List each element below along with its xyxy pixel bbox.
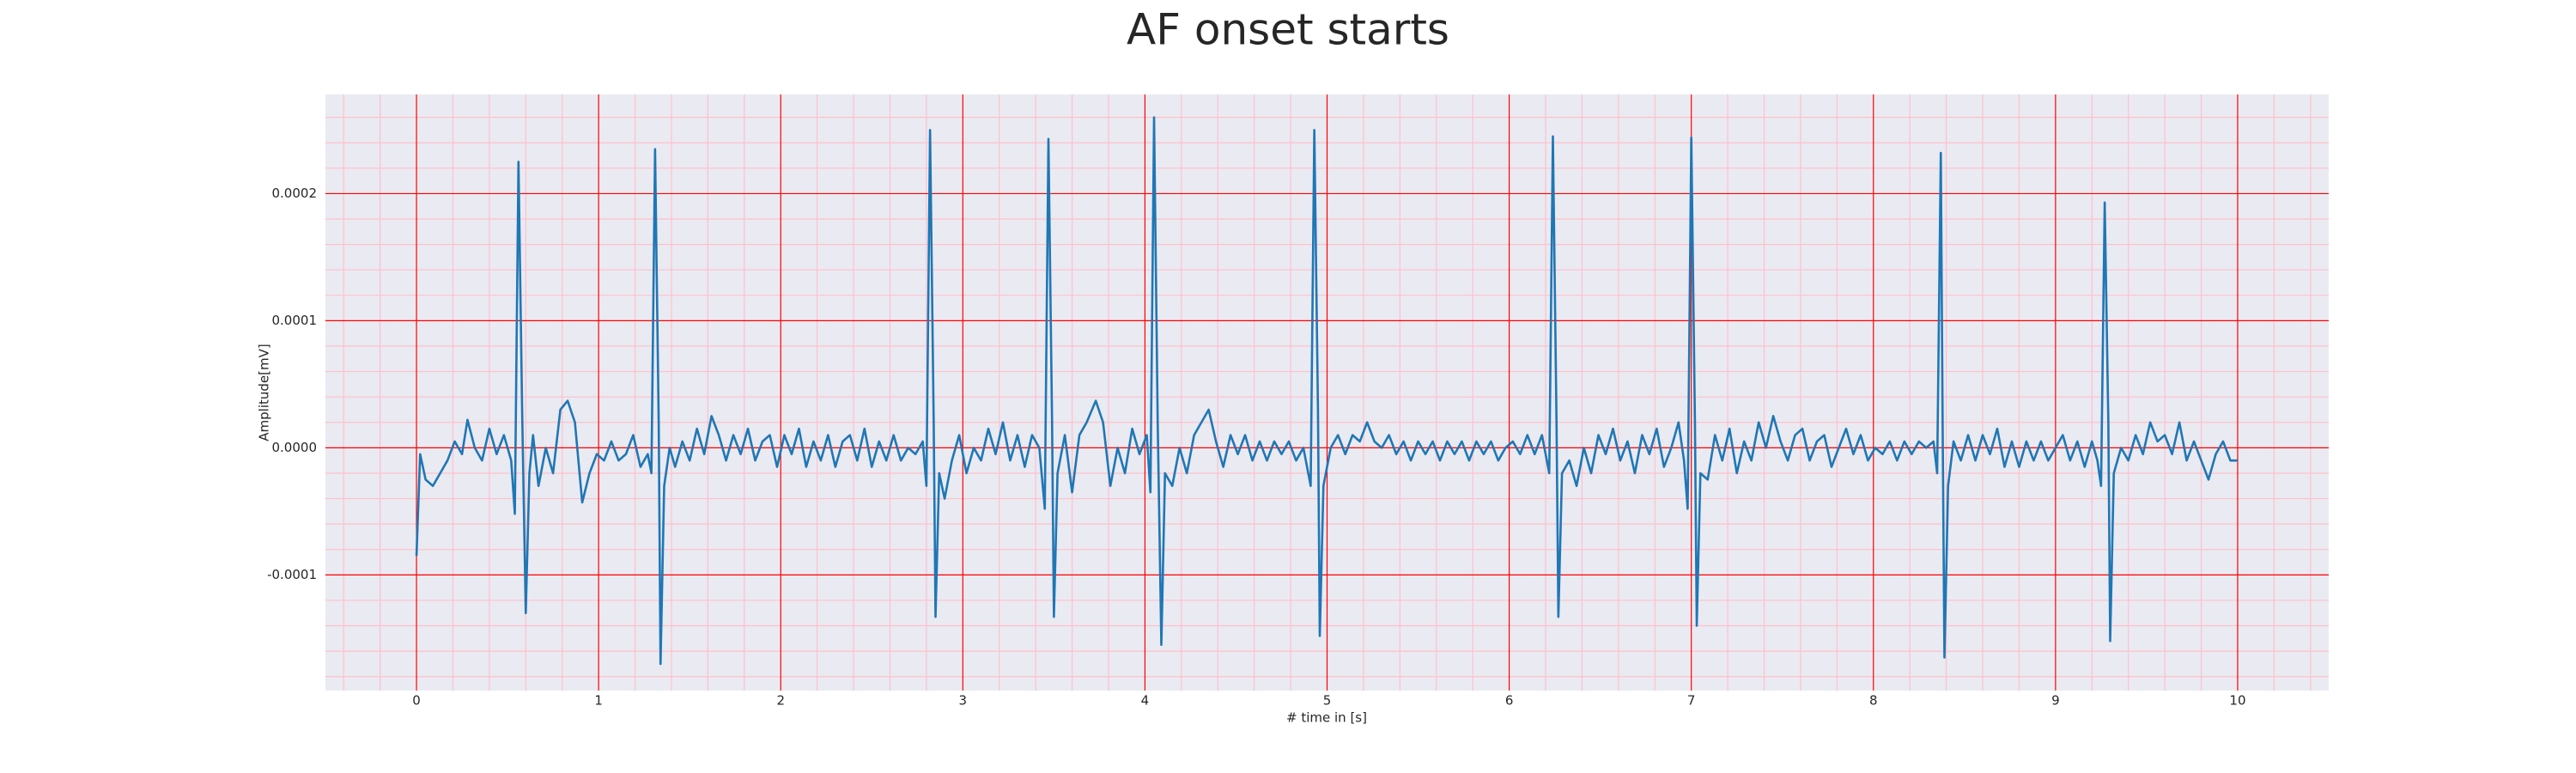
x-tick-label: 7: [1687, 693, 1696, 709]
chart-title: AF onset starts: [1127, 5, 1449, 55]
x-tick-label: 2: [776, 693, 785, 709]
x-tick-label: 9: [2051, 693, 2060, 709]
x-tick-label: 8: [1869, 693, 1878, 709]
x-tick-label: 3: [959, 693, 968, 709]
x-tick-label: 4: [1141, 693, 1150, 709]
tick-labels: 0 1 2 3 4 5 6 7 8 9 10 -0.0001 0.0000 0.0001 0.0002: [267, 186, 2245, 709]
y-tick-label: -0.0001: [267, 567, 317, 582]
y-tick-label: 0.0001: [272, 313, 318, 328]
x-tick-label: 1: [594, 693, 603, 709]
y-tick-label: 0.0000: [272, 440, 318, 455]
x-tick-label: 0: [412, 693, 421, 709]
signal-line: [415, 116, 2238, 666]
x-tick-label: 5: [1323, 693, 1332, 709]
x-axis-label: # time in [s]: [1286, 710, 1367, 726]
x-tick-label: 10: [2229, 693, 2245, 709]
plot-lines: [415, 116, 2238, 666]
y-tick-label: 0.0002: [272, 186, 318, 201]
x-tick-label: 6: [1505, 693, 1514, 709]
y-axis-label: Amplitude[mV]: [257, 344, 272, 441]
